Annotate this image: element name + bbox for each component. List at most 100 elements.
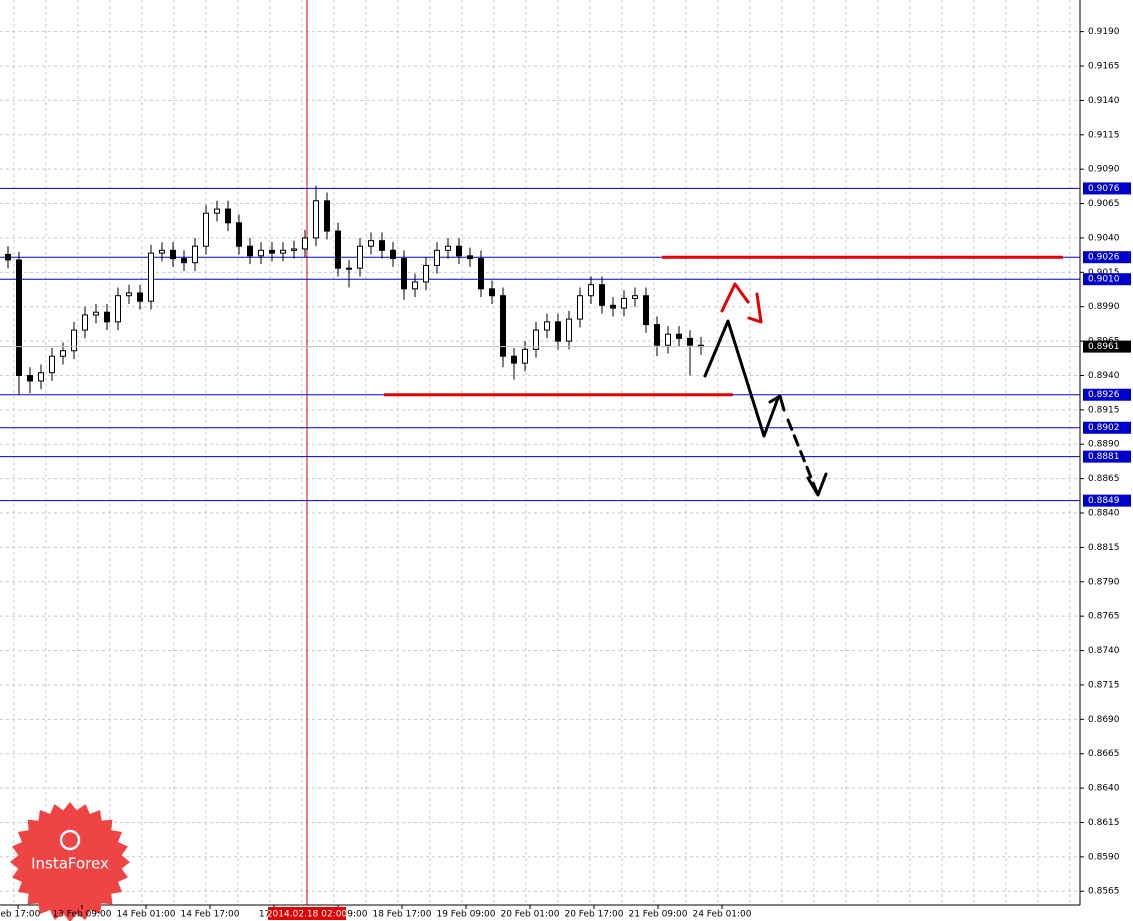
candle-body: [577, 295, 583, 320]
candle-body: [478, 258, 484, 290]
y-tick-label: 0.8990: [1088, 302, 1120, 312]
candle-body: [588, 284, 594, 297]
candle-body: [115, 295, 121, 323]
candle-body: [192, 245, 198, 264]
level-label-box: [1083, 388, 1131, 401]
candle-body: [368, 240, 374, 247]
arrow-head: [806, 472, 828, 497]
candle-body: [390, 249, 396, 260]
y-tick-label: 0.8815: [1088, 543, 1120, 553]
y-tick-label: 0.9065: [1088, 199, 1120, 209]
x-tick-label: 20 Feb 17:00: [564, 910, 623, 920]
candle-body: [225, 208, 231, 224]
level-label-box: [1083, 182, 1131, 195]
x-tick-label: 18 Feb 17:00: [372, 910, 431, 920]
arrow-head: [768, 394, 786, 412]
level-label: 0.8902: [1088, 423, 1120, 433]
level-label: 0.8881: [1088, 452, 1120, 462]
y-tick-label: 0.8890: [1088, 440, 1120, 450]
y-tick-label: 0.8715: [1088, 680, 1120, 690]
level-label: 0.9076: [1088, 184, 1120, 194]
candle-body: [27, 374, 33, 382]
candle-body: [412, 281, 418, 290]
current-price-box: [1083, 340, 1131, 353]
candle-body: [49, 355, 55, 374]
candle-body: [335, 230, 341, 269]
y-tick-label: 0.8740: [1088, 646, 1120, 656]
logo: InstaForex: [10, 802, 130, 921]
logo-icon: [59, 829, 81, 851]
level-label-box: [1083, 251, 1131, 264]
candle-body: [511, 355, 517, 364]
candle-body: [170, 249, 176, 260]
y-tick-label: 0.8840: [1088, 509, 1120, 519]
alt-arrow: [720, 282, 763, 324]
candle-body: [203, 212, 209, 247]
candle-body: [555, 321, 561, 342]
y-tick-label: 0.9190: [1088, 27, 1120, 37]
level-label-box: [1083, 494, 1131, 507]
plot-area: [0, 0, 1080, 905]
candle-body: [599, 284, 605, 306]
candle-body: [302, 237, 308, 250]
grid: [0, 0, 1080, 905]
candle-body: [566, 318, 572, 342]
cursor-label-box: [268, 907, 346, 920]
candle-body: [467, 255, 473, 260]
candle-body: [379, 240, 385, 251]
y-tick-label: 0.8940: [1088, 371, 1120, 381]
y-tick-label: 0.8665: [1088, 749, 1120, 759]
x-tick-label: 21 Feb 09:00: [628, 910, 687, 920]
y-tick-label: 0.8565: [1088, 887, 1120, 897]
candle-body: [291, 248, 297, 251]
candle-body: [258, 249, 264, 257]
candle-body: [665, 333, 671, 346]
candle-body: [423, 264, 429, 283]
candle-body: [93, 311, 99, 316]
candle-body: [489, 288, 495, 297]
y-tick-label: 0.9090: [1088, 165, 1120, 175]
candle-body: [544, 321, 550, 331]
candle-body: [522, 348, 528, 364]
candle-body: [434, 249, 440, 266]
x-tick-label: 19 Feb 09:00: [436, 910, 495, 920]
candle-body: [247, 245, 253, 257]
y-tick-label: 0.9165: [1088, 62, 1120, 72]
marks: [0, 0, 1080, 905]
level-label-box: [1083, 450, 1131, 463]
candle-body: [632, 295, 638, 299]
candle-body: [269, 249, 275, 254]
level-label: 0.9010: [1088, 275, 1120, 285]
candle-body: [181, 258, 187, 264]
x-tick-label: 20 Feb 01:00: [500, 910, 559, 920]
y-tick-label: 0.8615: [1088, 818, 1120, 828]
x-tick-label: Feb 17:00: [0, 910, 41, 920]
cursor-label: 2014.02.18 02:00: [267, 910, 348, 920]
candle-body: [214, 208, 220, 214]
y-tick-label: 0.9140: [1088, 96, 1120, 106]
y-tick-label: 0.9040: [1088, 233, 1120, 243]
y-tick-label: 0.9115: [1088, 130, 1120, 140]
candle-body: [610, 304, 616, 309]
candle-body: [82, 314, 88, 331]
y-tick-label: 0.8765: [1088, 612, 1120, 622]
candle-body: [654, 324, 660, 346]
x-tick-label: 24 Feb 01:00: [692, 910, 751, 920]
level-label: 0.8926: [1088, 390, 1120, 400]
level-label: 0.9026: [1088, 253, 1120, 263]
candle-body: [5, 253, 11, 261]
candle-body: [687, 337, 693, 346]
candle-body: [313, 200, 319, 239]
candle-body: [401, 258, 407, 290]
y-tick-label: 0.8690: [1088, 715, 1120, 725]
candle-body: [159, 249, 165, 254]
y-tick-label: 0.8640: [1088, 784, 1120, 794]
forecast-path: [703, 319, 780, 438]
candle-body: [445, 245, 451, 251]
candle-body: [456, 245, 462, 257]
y-tick-label: 0.8790: [1088, 577, 1120, 587]
candle-body: [71, 329, 77, 352]
candle-body: [16, 259, 22, 376]
